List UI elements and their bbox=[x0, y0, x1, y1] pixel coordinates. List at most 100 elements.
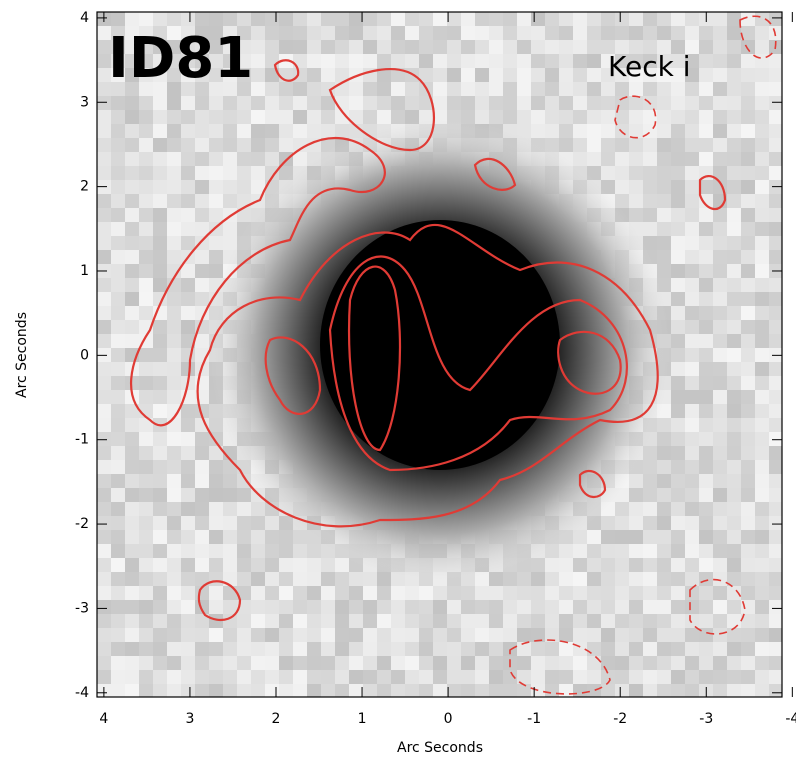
pixel bbox=[755, 236, 769, 250]
pixel bbox=[699, 236, 713, 250]
pixel bbox=[111, 68, 125, 82]
pixel bbox=[699, 250, 713, 264]
pixel bbox=[587, 572, 601, 586]
pixel bbox=[349, 12, 363, 26]
pixel bbox=[713, 530, 727, 544]
pixel bbox=[727, 334, 741, 348]
pixel bbox=[643, 474, 657, 488]
pixel bbox=[699, 530, 713, 544]
pixel bbox=[447, 670, 461, 684]
pixel bbox=[741, 348, 755, 362]
pixel bbox=[727, 432, 741, 446]
pixel bbox=[139, 264, 153, 278]
pixel bbox=[461, 12, 475, 26]
pixel bbox=[643, 530, 657, 544]
pixel bbox=[769, 68, 782, 82]
pixel bbox=[699, 572, 713, 586]
x-tick-label: -1 bbox=[527, 711, 541, 727]
pixel bbox=[279, 124, 293, 138]
pixel bbox=[307, 586, 321, 600]
pixel bbox=[349, 54, 363, 68]
pixel bbox=[377, 586, 391, 600]
pixel bbox=[97, 68, 111, 82]
pixel bbox=[209, 68, 223, 82]
pixel bbox=[139, 180, 153, 194]
pixel bbox=[741, 530, 755, 544]
pixel bbox=[97, 600, 111, 614]
pixel bbox=[671, 124, 685, 138]
pixel bbox=[377, 684, 391, 697]
pixel bbox=[321, 586, 335, 600]
pixel bbox=[657, 96, 671, 110]
pixel bbox=[209, 474, 223, 488]
pixel bbox=[139, 432, 153, 446]
pixel bbox=[713, 684, 727, 697]
pixel bbox=[237, 502, 251, 516]
pixel bbox=[363, 684, 377, 697]
pixel bbox=[307, 684, 321, 697]
pixel bbox=[559, 600, 573, 614]
pixel bbox=[251, 124, 265, 138]
x-tick-label: 3 bbox=[185, 711, 194, 727]
pixel bbox=[237, 54, 251, 68]
pixel bbox=[223, 124, 237, 138]
pixel bbox=[419, 40, 433, 54]
pixel bbox=[699, 642, 713, 656]
pixel bbox=[727, 558, 741, 572]
pixel bbox=[545, 54, 559, 68]
pixel bbox=[643, 642, 657, 656]
pixel bbox=[769, 166, 782, 180]
pixel bbox=[727, 40, 741, 54]
pixel bbox=[699, 348, 713, 362]
pixel bbox=[741, 390, 755, 404]
pixel bbox=[209, 236, 223, 250]
pixel bbox=[461, 26, 475, 40]
pixel bbox=[671, 488, 685, 502]
pixel bbox=[209, 586, 223, 600]
pixel bbox=[671, 544, 685, 558]
pixel bbox=[181, 544, 195, 558]
pixel bbox=[755, 362, 769, 376]
pixel bbox=[125, 26, 139, 40]
pixel bbox=[349, 124, 363, 138]
pixel bbox=[293, 614, 307, 628]
pixel bbox=[713, 656, 727, 670]
pixel bbox=[517, 82, 531, 96]
pixel bbox=[195, 516, 209, 530]
pixel bbox=[629, 614, 643, 628]
pixel bbox=[559, 12, 573, 26]
pixel bbox=[713, 264, 727, 278]
pixel bbox=[685, 600, 699, 614]
pixel bbox=[433, 642, 447, 656]
y-tick-label: 2 bbox=[80, 179, 89, 195]
pixel bbox=[433, 96, 447, 110]
pixel bbox=[559, 54, 573, 68]
pixel bbox=[265, 68, 279, 82]
pixel bbox=[713, 600, 727, 614]
pixel bbox=[713, 362, 727, 376]
pixel bbox=[685, 194, 699, 208]
pixel bbox=[727, 82, 741, 96]
pixel bbox=[167, 656, 181, 670]
pixel bbox=[125, 208, 139, 222]
pixel bbox=[209, 180, 223, 194]
pixel bbox=[657, 222, 671, 236]
pixel bbox=[713, 208, 727, 222]
pixel bbox=[153, 446, 167, 460]
pixel bbox=[769, 362, 782, 376]
pixel bbox=[615, 68, 629, 82]
pixel bbox=[601, 558, 615, 572]
pixel bbox=[699, 222, 713, 236]
pixel bbox=[769, 110, 782, 124]
pixel bbox=[363, 614, 377, 628]
pixel bbox=[741, 418, 755, 432]
pixel bbox=[251, 40, 265, 54]
pixel bbox=[657, 530, 671, 544]
pixel bbox=[125, 684, 139, 697]
pixel bbox=[279, 586, 293, 600]
pixel bbox=[111, 432, 125, 446]
pixel bbox=[755, 572, 769, 586]
pixel bbox=[139, 236, 153, 250]
pixel bbox=[195, 684, 209, 697]
pixel bbox=[671, 334, 685, 348]
